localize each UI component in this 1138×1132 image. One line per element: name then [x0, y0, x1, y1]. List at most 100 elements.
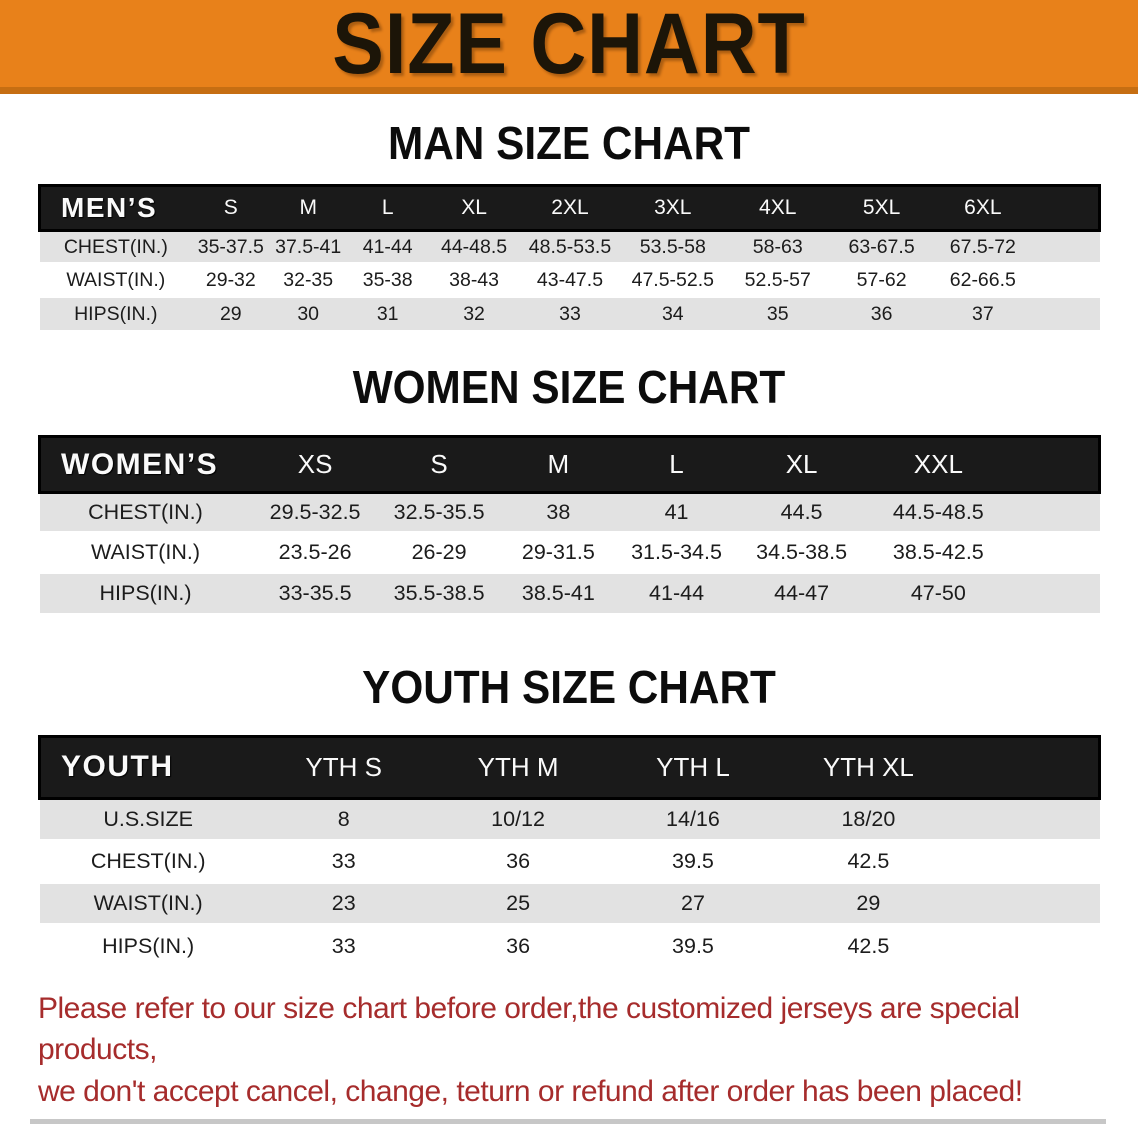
measure-value: 31.5-34.5: [631, 540, 722, 565]
measure-value: 41: [664, 500, 689, 525]
measure-value: 44-47: [774, 580, 830, 605]
measure-value: 53.5-58: [639, 235, 706, 258]
section-title-youth-size-chart: YOUTH SIZE CHART: [362, 660, 776, 713]
section-women-size-chart: WOMEN SIZE CHART WOMEN’S XS S M L XL XXL CHEST(I…: [0, 362, 1138, 613]
measure-value: 44-48.5: [440, 235, 508, 258]
size-column-header: XL: [785, 449, 818, 480]
row-filler-cell: [1033, 264, 1100, 297]
size-column-header: YTH L: [656, 751, 730, 782]
measure-label: CHEST(IN.): [90, 848, 206, 873]
measure-value: 42.5: [847, 933, 890, 958]
size-column-header: XXL: [913, 449, 963, 480]
measure-label: HIPS(IN.): [102, 933, 195, 958]
size-column-header: S: [223, 196, 238, 220]
measure-value: 29: [856, 890, 881, 915]
measure-value: 38.5-41: [521, 580, 595, 605]
size-column-header: YTH M: [477, 751, 559, 782]
measure-value: 38-43: [449, 268, 499, 291]
measure-value: 57-62: [856, 268, 907, 291]
bottom-edge-strip: [30, 1118, 1106, 1124]
measure-value: 33: [331, 933, 356, 958]
table-header-row: WOMEN’S XS S M L XL XXL: [39, 436, 1100, 493]
measure-value: 37.5-41: [275, 235, 342, 258]
measure-value: 38.5-42.5: [892, 540, 984, 565]
measure-value: 41-44: [649, 580, 705, 605]
measure-value: 47.5-52.5: [631, 268, 714, 291]
measure-value: 44.5-48.5: [892, 500, 984, 525]
measure-value: 42.5: [847, 848, 890, 873]
measure-value: 36: [506, 933, 531, 958]
measure-value: 39.5: [672, 933, 714, 958]
size-column-header: 6XL: [964, 196, 1002, 220]
measure-value: 32.5-35.5: [393, 500, 485, 525]
measure-value: 37: [971, 302, 994, 325]
measure-label: CHEST(IN.): [88, 500, 203, 525]
measure-value: 35: [766, 302, 789, 325]
youth-size-table: YOUTH YTH S YTH M YTH L YTH XL U.S.SIZE 8 10/12…: [38, 735, 1101, 967]
measure-value: 62-66.5: [949, 268, 1016, 291]
measure-label: CHEST(IN.): [63, 235, 168, 258]
table-group-label: YOUTH: [61, 750, 174, 784]
table-row-hips-in: HIPS(IN.) 33-35.5 35.5-38.5 38.5-41 41-44 44-…: [39, 572, 1100, 613]
measure-value: 36: [506, 848, 531, 873]
women-s-size-table: WOMEN’S XS S M L XL XXL CHEST(IN.) 29.5-32.5 32.5…: [38, 435, 1101, 613]
measure-value: 23: [331, 890, 356, 915]
measure-value: 33-35.5: [278, 580, 352, 605]
measure-value: 63-67.5: [848, 235, 915, 258]
measure-label: WAIST(IN.): [93, 890, 203, 915]
measure-value: 29-31.5: [521, 540, 595, 565]
measure-value: 14/16: [666, 806, 720, 831]
size-column-header: 5XL: [862, 196, 901, 220]
measure-value: 26-29: [411, 540, 467, 565]
measure-value: 67.5-72: [949, 235, 1016, 258]
measure-value: 31: [376, 302, 399, 325]
size-column-header: M: [299, 196, 317, 220]
measure-value: 8: [337, 806, 350, 831]
table-row-waist-in: WAIST(IN.) 29-32 32-35 35-38 38-43 43-47.5 47.…: [39, 263, 1100, 297]
measure-value: 34: [661, 302, 684, 325]
measure-value: 23.5-26: [278, 540, 352, 565]
table-header-row: MEN’S S M L XL 2XL 3XL 4XL 5XL 6XL: [39, 185, 1100, 231]
measure-value: 35.5-38.5: [393, 580, 485, 605]
measure-value: 36: [870, 302, 893, 325]
section-man-size-chart: MAN SIZE CHART MEN’S S M L XL 2XL 3XL 4XL 5XL 6XL C…: [0, 119, 1138, 330]
disclaimer-line-1: Please refer to our size chart before or…: [38, 992, 1020, 1067]
measure-value: 44.5: [780, 500, 823, 525]
measure-label: HIPS(IN.): [99, 580, 192, 605]
measure-label: HIPS(IN.): [74, 302, 158, 325]
row-filler-cell: [1009, 533, 1099, 573]
measure-label: U.S.SIZE: [103, 806, 193, 831]
measure-value: 27: [681, 890, 705, 915]
row-filler-cell: [956, 840, 1099, 882]
men-s-size-table: MEN’S S M L XL 2XL 3XL 4XL 5XL 6XL CHEST(IN.) 35-37…: [38, 184, 1101, 330]
size-column-header: XL: [461, 196, 487, 220]
measure-value: 34.5-38.5: [756, 540, 848, 565]
table-group-label: MEN’S: [61, 192, 158, 224]
size-column-header: L: [381, 196, 394, 220]
measure-value: 29: [219, 302, 242, 325]
measure-value: 38: [546, 500, 571, 525]
size-column-header: 4XL: [759, 196, 797, 220]
table-row-hips-in: HIPS(IN.) 33 36 39.5 42.5: [39, 924, 1100, 967]
size-column-header: M: [547, 449, 570, 480]
measure-value: 48.5-53.5: [528, 235, 612, 258]
disclaimer-line-2: we don't accept cancel, change, teturn o…: [38, 1074, 1023, 1108]
measure-value: 29-32: [205, 268, 256, 291]
table-row-chest-in: CHEST(IN.) 35-37.5 37.5-41 41-44 44-48.5 48.5…: [39, 230, 1100, 264]
row-filler-cell: [956, 924, 1099, 966]
table-header-row: YOUTH YTH S YTH M YTH L YTH XL: [39, 736, 1100, 799]
size-column-header: 3XL: [654, 196, 692, 220]
size-column-header: YTH S: [305, 751, 382, 782]
measure-value: 43-47.5: [536, 268, 604, 291]
measure-value: 30: [297, 302, 320, 325]
measure-value: 33: [331, 848, 356, 873]
table-row-hips-in: HIPS(IN.) 29 30 31 32 33 34 35 36 37: [39, 296, 1100, 330]
measure-value: 18/20: [841, 806, 896, 831]
banner-title: SIZE CHART: [332, 0, 806, 92]
row-filler-cell: [1009, 493, 1099, 533]
size-column-header: L: [669, 449, 684, 480]
section-title-man-size-chart: MAN SIZE CHART: [387, 117, 751, 169]
row-filler-cell: [1009, 573, 1099, 613]
measure-value: 32-35: [283, 268, 334, 291]
measure-value: 10/12: [491, 806, 545, 831]
